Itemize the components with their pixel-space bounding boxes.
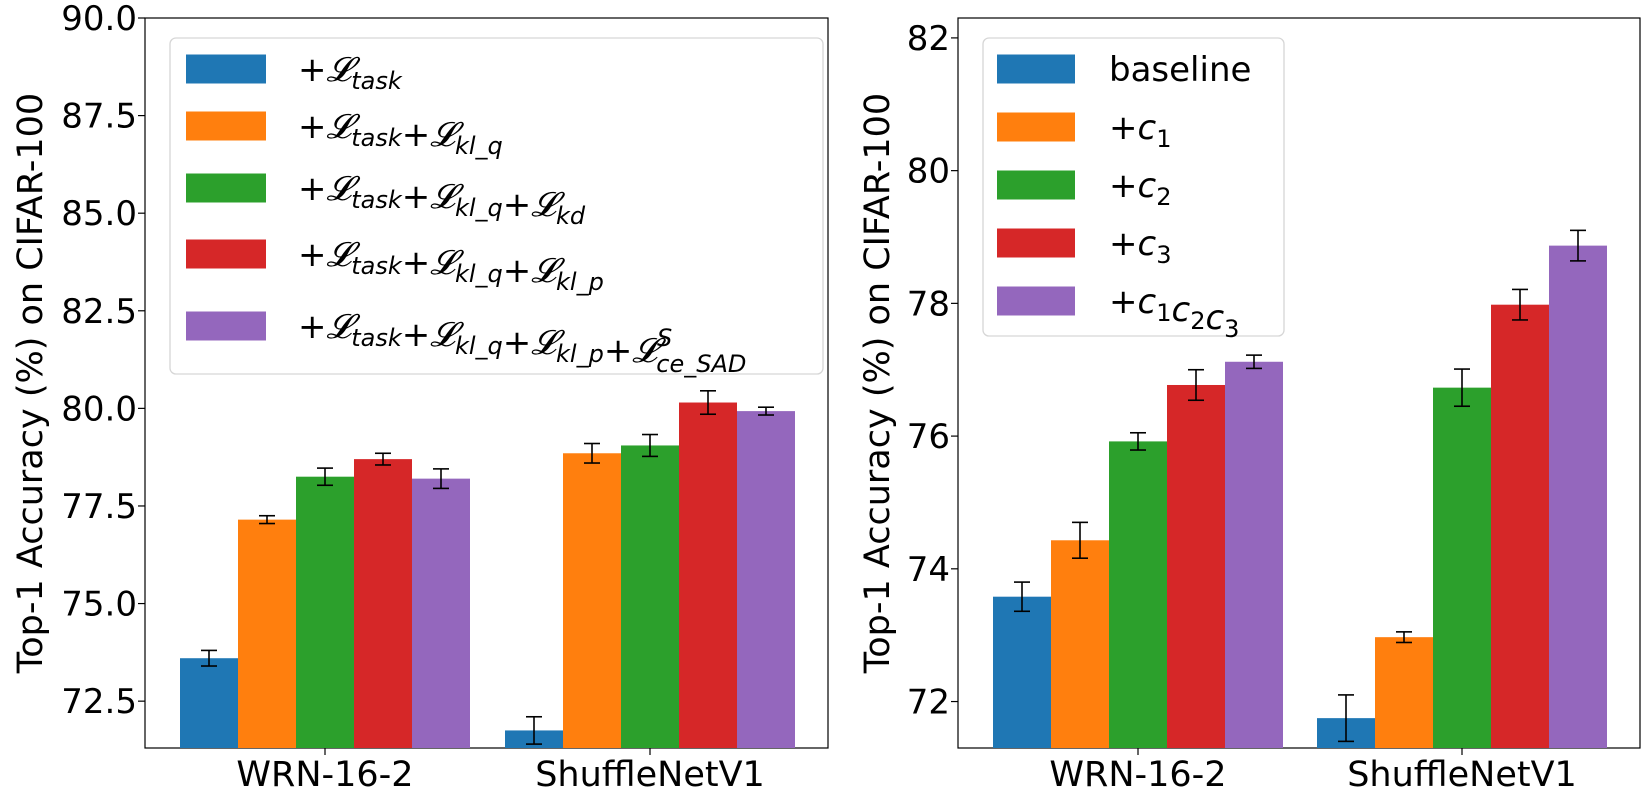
legend-label: +𝓛task+𝓛kl_q+𝓛kl_p+𝓛S ce_SAD (298, 307, 746, 378)
legend-label: +c1c2c3 (1109, 282, 1239, 343)
bar (679, 402, 737, 748)
bar (354, 459, 412, 748)
y-axis-label: Top-1 Accuracy (%) on CIFAR-100 (858, 93, 898, 674)
y-tick-label: 82 (907, 19, 950, 59)
y-tick-label: 80 (907, 152, 950, 192)
bar (180, 658, 238, 748)
legend-swatch (997, 112, 1075, 142)
plot-frame (957, 17, 1641, 749)
bar (412, 478, 470, 748)
legend-label: +c2 (1109, 166, 1171, 211)
bar (1491, 304, 1549, 748)
legend-label: baseline (1109, 50, 1251, 90)
legend-swatch (186, 111, 266, 141)
legend-swatch (186, 311, 266, 341)
legend-label: +c1 (1109, 108, 1171, 153)
bar (1549, 245, 1607, 749)
y-axis-label: Top-1 Accuracy (%) on CIFAR-100 (11, 93, 51, 674)
x-tick-label: WRN-16-2 (236, 755, 413, 792)
bar (621, 445, 679, 748)
legend-swatch (997, 286, 1075, 316)
bar (238, 519, 296, 748)
y-tick-label: 78 (907, 284, 950, 324)
y-tick-label: 72 (907, 683, 950, 723)
y-tick-label: 90.0 (61, 0, 137, 39)
bar (993, 596, 1051, 748)
y-tick-label: 80.0 (61, 389, 137, 429)
y-tick-label: 87.5 (61, 97, 137, 137)
bar (737, 411, 795, 748)
legend: baseline +c1 +c2 +c3 +c1c2c3 (982, 37, 1285, 343)
legend-label: +𝓛task+𝓛kl_q (298, 107, 503, 160)
bar (563, 453, 621, 748)
bar (1433, 387, 1491, 748)
legend-swatch (186, 239, 266, 269)
bar (1167, 384, 1225, 748)
y-tick-label: 76 (907, 417, 950, 457)
bar (1109, 441, 1167, 748)
legend-label: +𝓛task+𝓛kl_q+𝓛kd (298, 169, 586, 230)
legend: +𝓛task+𝓛task+𝓛kl_q+𝓛task+𝓛kl_q+𝓛kd+𝓛task… (169, 37, 824, 378)
bar (296, 476, 354, 748)
y-tick-label: 82.5 (61, 292, 137, 332)
legend-swatch (997, 54, 1075, 84)
legend-swatch (997, 228, 1075, 258)
y-tick-label: 72.5 (61, 682, 137, 722)
legend-label: +𝓛task (298, 50, 403, 95)
legend-label: +c3 (1109, 224, 1171, 269)
y-tick-label: 75.0 (61, 585, 137, 625)
x-tick-label: ShuffleNetV1 (1347, 755, 1577, 792)
bar (1225, 361, 1283, 748)
y-tick-label: 77.5 (61, 487, 137, 527)
legend-box (169, 37, 824, 375)
legend-swatch (997, 170, 1075, 200)
chart-panel-1: 72.5 75.0 77.5 80.0 82.5 85.0 87.5 90.0 Top-1 Ac… (11, 0, 829, 792)
plot-frame (144, 17, 829, 749)
bar (1375, 637, 1433, 748)
legend-swatch (186, 54, 266, 84)
x-tick-label: WRN-16-2 (1049, 755, 1226, 792)
bar (1051, 540, 1109, 748)
x-tick-label: ShuffleNetV1 (535, 755, 765, 792)
legend-swatch (186, 173, 266, 203)
y-tick-label: 85.0 (61, 194, 137, 234)
legend-label: +𝓛task+𝓛kl_q+𝓛kl_p (298, 235, 604, 296)
y-tick-label: 74 (907, 550, 950, 590)
